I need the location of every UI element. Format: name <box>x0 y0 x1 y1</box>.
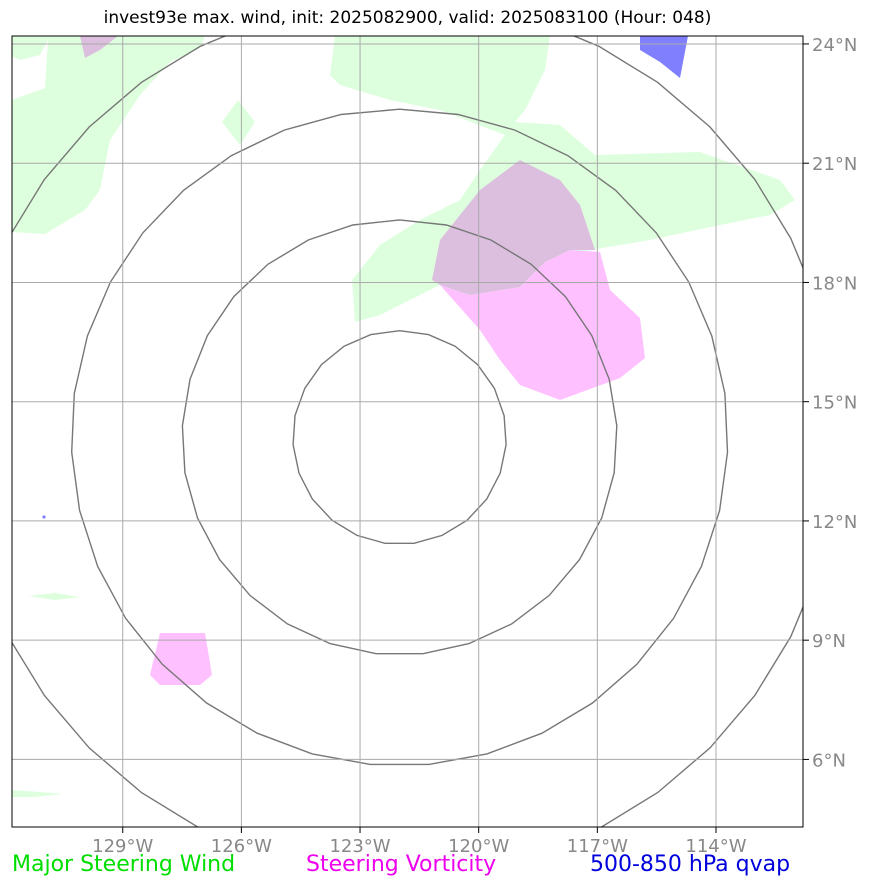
map-title: invest93e max. wind, init: 2025082900, v… <box>103 8 712 28</box>
steering-vorticity-area-east <box>440 250 645 400</box>
qvap-area-dot <box>42 515 46 519</box>
legend-qvap: 500-850 hPa qvap <box>590 852 791 877</box>
legend-steering-vorticity: Steering Vorticity <box>306 852 497 877</box>
lat-tick-label: 24°N <box>812 35 857 56</box>
lon-tick-label: 120°W <box>448 836 509 857</box>
steering-wind-area-small <box>222 100 255 145</box>
lat-tick-label: 21°N <box>812 154 857 175</box>
steering-vorticity-area-overlap <box>432 160 595 295</box>
lat-tick-label: 9°N <box>812 631 846 652</box>
lat-tick-label: 12°N <box>812 512 857 533</box>
range-ring <box>70 108 729 766</box>
lon-tick-label: 126°W <box>211 836 272 857</box>
qvap-areas <box>42 36 688 519</box>
steering-wind-area-northwest <box>12 36 205 234</box>
range-ring <box>181 219 618 655</box>
qvap-area-northeast <box>640 36 688 78</box>
steering-vorticity-area-top <box>80 36 118 58</box>
gridlines <box>12 36 803 827</box>
range-rings <box>12 36 803 827</box>
lon-tick-label: 117°W <box>567 836 628 857</box>
lat-tick-label: 18°N <box>812 273 857 294</box>
lon-tick-label: 114°W <box>685 836 746 857</box>
lon-tick-label: 129°W <box>92 836 153 857</box>
lon-tick-label: 123°W <box>329 836 390 857</box>
axis-ticks: 129°W 126°W 123°W 120°W 117°W 114°W 6°N 9°N 12°N… <box>92 35 857 857</box>
lat-tick-label: 6°N <box>812 750 846 771</box>
lat-tick-label: 15°N <box>812 393 857 414</box>
legend-steering-wind: Major Steering Wind <box>12 852 236 877</box>
plot-frame <box>11 35 804 828</box>
steering-vorticity-areas <box>80 36 645 685</box>
steering-wind-area-south-edge <box>12 790 62 797</box>
range-ring <box>292 329 507 544</box>
steering-wind-area-southwest <box>28 593 80 600</box>
range-ring <box>12 36 803 827</box>
field-layer <box>12 36 803 827</box>
steering-vorticity-area-southwest <box>150 633 212 685</box>
